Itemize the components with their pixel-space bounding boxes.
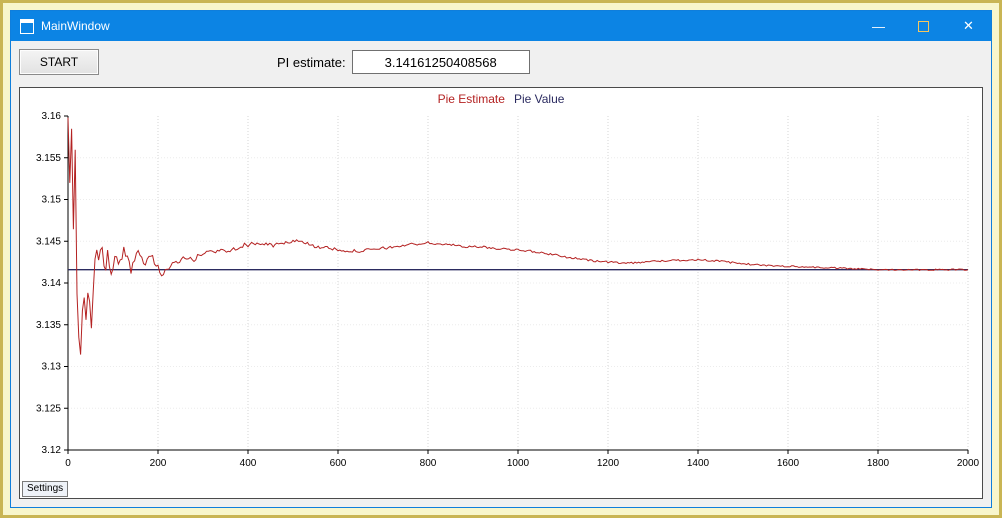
svg-text:3.13: 3.13 bbox=[42, 362, 62, 373]
svg-text:800: 800 bbox=[420, 458, 437, 469]
svg-text:1400: 1400 bbox=[687, 458, 710, 469]
toolbar: START PI estimate: bbox=[11, 41, 991, 83]
main-window: MainWindow — ✕ START PI estimate: Pie Es… bbox=[10, 10, 992, 508]
svg-text:3.145: 3.145 bbox=[36, 236, 61, 247]
start-button[interactable]: START bbox=[19, 49, 99, 75]
svg-text:3.15: 3.15 bbox=[42, 195, 62, 206]
svg-text:3.14: 3.14 bbox=[42, 278, 62, 289]
close-button[interactable]: ✕ bbox=[946, 11, 991, 41]
svg-text:3.155: 3.155 bbox=[36, 153, 61, 164]
svg-text:600: 600 bbox=[330, 458, 347, 469]
svg-text:0: 0 bbox=[65, 458, 71, 469]
svg-text:1200: 1200 bbox=[597, 458, 620, 469]
pi-estimate-group: PI estimate: bbox=[277, 50, 530, 74]
chart-panel: Pie Estimate Pie Value 3.12 3.125 3.13 3.13… bbox=[19, 87, 983, 499]
pi-estimate-label: PI estimate: bbox=[277, 54, 346, 70]
chart: 3.12 3.125 3.13 3.135 3.14 3.145 3.15 3.155 3.16… bbox=[20, 110, 982, 481]
pi-estimate-field[interactable] bbox=[351, 50, 530, 74]
minimize-icon: — bbox=[872, 18, 885, 34]
legend-item-1: Pie Value bbox=[513, 92, 565, 106]
svg-text:1000: 1000 bbox=[507, 458, 530, 469]
maximize-button[interactable] bbox=[901, 11, 946, 41]
close-icon: ✕ bbox=[963, 18, 974, 33]
maximize-icon bbox=[918, 20, 929, 32]
window-controls: — ✕ bbox=[856, 11, 991, 41]
window-title: MainWindow bbox=[41, 19, 110, 33]
svg-text:1600: 1600 bbox=[777, 458, 800, 469]
tab-settings[interactable]: Settings bbox=[22, 481, 69, 497]
svg-text:3.125: 3.125 bbox=[36, 403, 61, 414]
titlebar[interactable]: MainWindow — ✕ bbox=[11, 11, 991, 41]
minimize-button[interactable]: — bbox=[856, 11, 901, 41]
svg-text:2000: 2000 bbox=[957, 458, 980, 469]
tab-bar: Settings bbox=[20, 481, 982, 498]
app-icon bbox=[20, 18, 34, 34]
svg-text:400: 400 bbox=[240, 458, 257, 469]
svg-text:3.16: 3.16 bbox=[42, 111, 62, 122]
chart-legend: Pie Estimate Pie Value bbox=[20, 88, 982, 110]
svg-text:3.12: 3.12 bbox=[42, 445, 62, 456]
legend-item-0: Pie Estimate bbox=[437, 92, 505, 106]
svg-text:200: 200 bbox=[150, 458, 167, 469]
svg-text:1800: 1800 bbox=[867, 458, 890, 469]
svg-text:3.135: 3.135 bbox=[36, 320, 61, 331]
